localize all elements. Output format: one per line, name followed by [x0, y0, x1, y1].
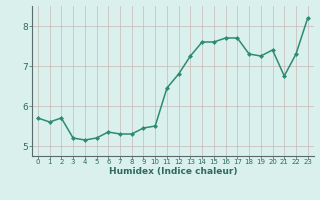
X-axis label: Humidex (Indice chaleur): Humidex (Indice chaleur): [108, 167, 237, 176]
